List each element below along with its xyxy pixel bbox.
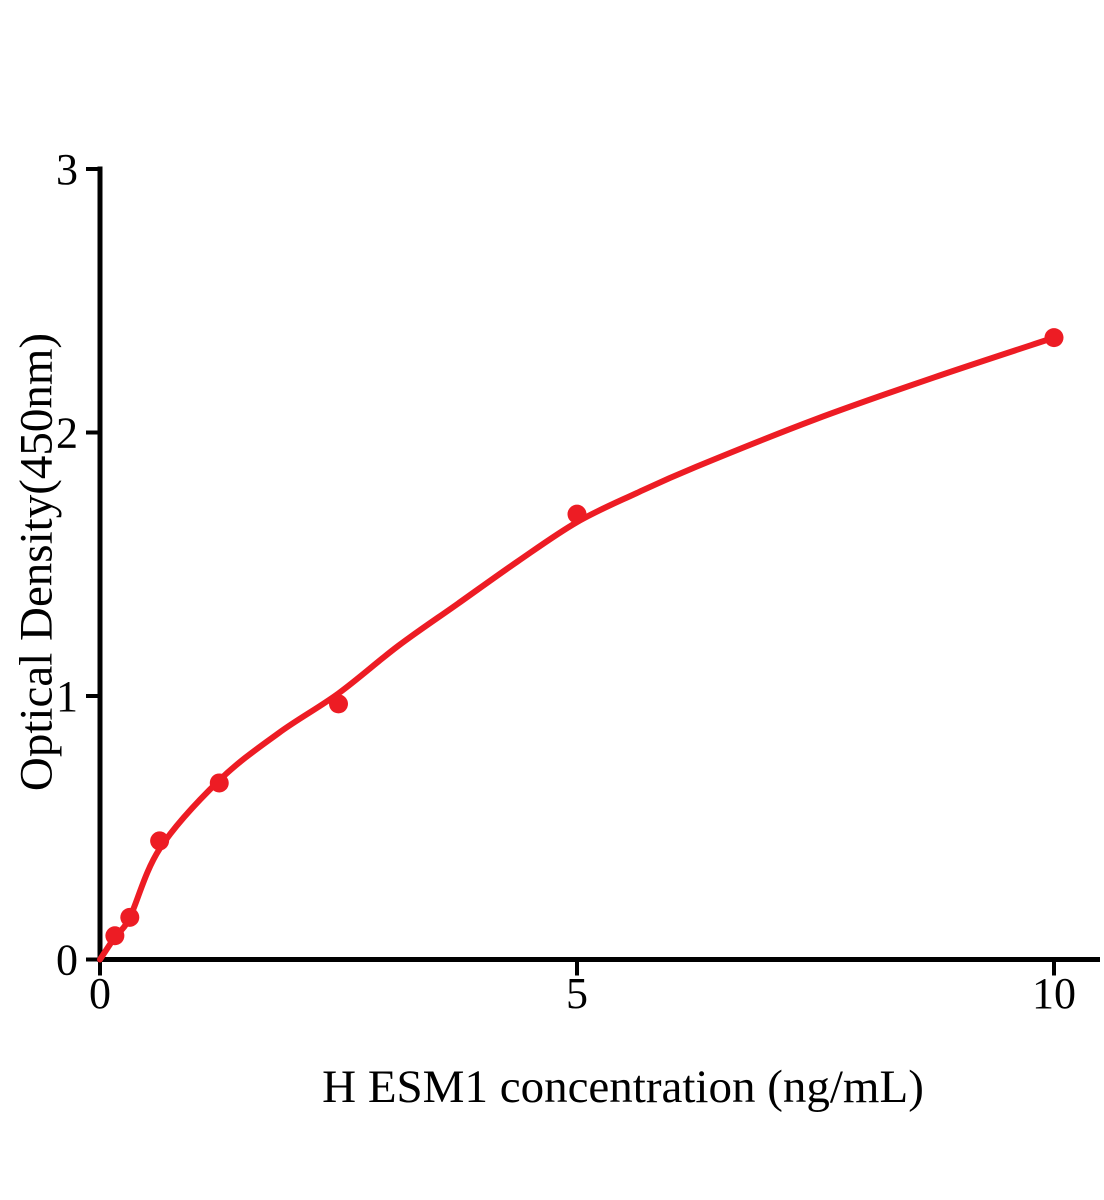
y-tick-label: 1 (56, 672, 78, 721)
data-point-marker (150, 831, 170, 851)
fit-curve (97, 334, 1057, 963)
axis-ticks: 0 1 2 3 0 5 10 (56, 145, 1076, 1018)
axes (97, 166, 1100, 962)
x-axis-title: H ESM1 concentration (ng/mL) (322, 1061, 924, 1113)
data-point-marker (567, 504, 587, 524)
data-point-marker (329, 694, 348, 714)
y-tick-label: 0 (56, 936, 78, 985)
x-tick-label: 10 (1032, 969, 1076, 1018)
data-point-marker (209, 773, 229, 793)
data-point-marker (120, 907, 140, 927)
y-tick-label: 2 (56, 409, 78, 458)
data-points (105, 328, 1064, 946)
x-tick-label: 5 (566, 969, 588, 1018)
x-tick-label: 0 (89, 969, 111, 1018)
data-point-marker (105, 926, 125, 946)
y-tick-label: 3 (56, 145, 78, 194)
y-axis-title: Optical Density(450nm) (11, 333, 63, 791)
data-point-marker (1044, 328, 1064, 348)
fit-curve-path (97, 334, 1057, 963)
